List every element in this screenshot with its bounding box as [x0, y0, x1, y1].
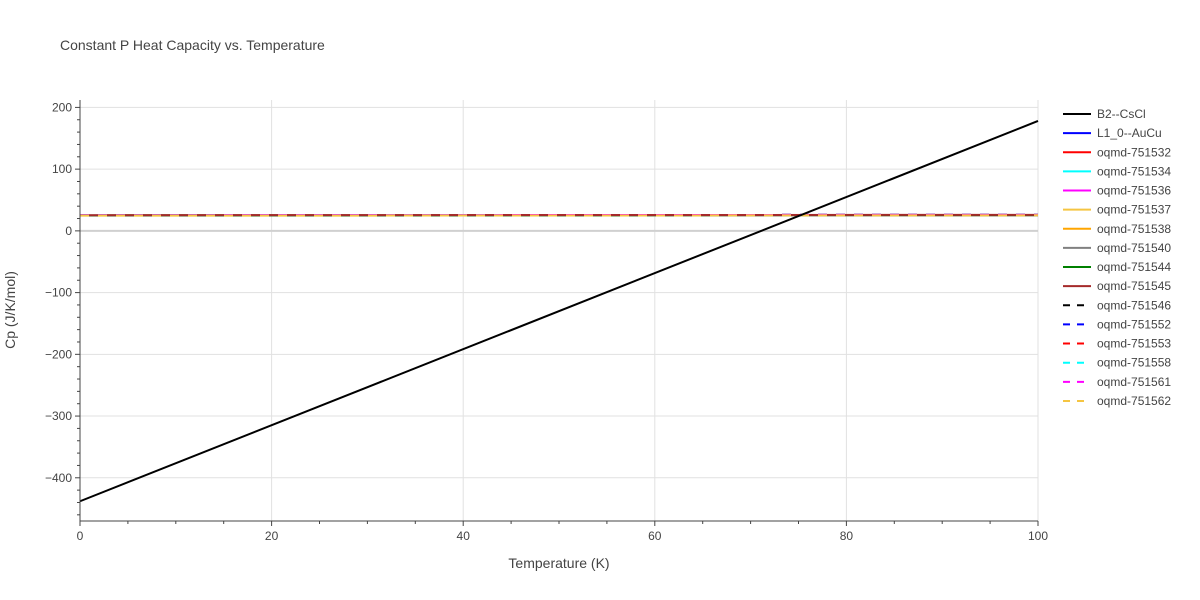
- legend-label: oqmd-751536: [1097, 184, 1171, 198]
- x-tick-label: 40: [457, 529, 471, 543]
- legend-label: oqmd-751552: [1097, 317, 1171, 331]
- legend-label: oqmd-751538: [1097, 222, 1171, 236]
- chart-title: Constant P Heat Capacity vs. Temperature: [60, 37, 325, 53]
- legend-label: oqmd-751544: [1097, 260, 1171, 274]
- legend-item[interactable]: oqmd-751532: [1063, 145, 1171, 159]
- x-axis-title: Temperature (K): [508, 555, 609, 571]
- x-tick-label: 60: [648, 529, 662, 543]
- legend-item[interactable]: oqmd-751540: [1063, 241, 1171, 255]
- legend-label: oqmd-751558: [1097, 356, 1171, 370]
- legend-label: oqmd-751561: [1097, 375, 1171, 389]
- x-tick-label: 80: [840, 529, 854, 543]
- legend-label: oqmd-751534: [1097, 164, 1171, 178]
- legend-item[interactable]: oqmd-751536: [1063, 184, 1171, 198]
- y-tick-label: −100: [45, 286, 72, 300]
- legend-item[interactable]: oqmd-751552: [1063, 317, 1171, 331]
- legend-label: oqmd-751532: [1097, 145, 1171, 159]
- legend-item[interactable]: oqmd-751561: [1063, 375, 1171, 389]
- legend-label: oqmd-751546: [1097, 298, 1171, 312]
- x-tick-label: 0: [77, 529, 84, 543]
- y-tick-label: −200: [45, 347, 72, 361]
- legend-item[interactable]: oqmd-751545: [1063, 279, 1171, 293]
- legend-item[interactable]: oqmd-751544: [1063, 260, 1171, 274]
- legend-item[interactable]: oqmd-751537: [1063, 203, 1171, 217]
- legend-label: oqmd-751562: [1097, 394, 1171, 408]
- legend-item[interactable]: L1_0--AuCu: [1063, 126, 1162, 140]
- tick-labels: 0 20 40 60 80 100 200 100 0 −100 −200 −300 −400: [45, 100, 1048, 543]
- legend-item[interactable]: oqmd-751558: [1063, 356, 1171, 370]
- legend-item[interactable]: oqmd-751538: [1063, 222, 1171, 236]
- legend-label: B2--CsCl: [1097, 107, 1146, 121]
- y-tick-label: −300: [45, 409, 72, 423]
- legend-item[interactable]: oqmd-751562: [1063, 394, 1171, 408]
- legend-item[interactable]: oqmd-751553: [1063, 337, 1171, 351]
- legend[interactable]: B2--CsCl L1_0--AuCu oqmd-751532 oqmd-751534…: [1063, 107, 1171, 408]
- legend-item[interactable]: oqmd-751534: [1063, 164, 1171, 178]
- x-tick-label: 100: [1028, 529, 1048, 543]
- x-tick-label: 20: [265, 529, 279, 543]
- legend-item[interactable]: oqmd-751546: [1063, 298, 1171, 312]
- y-tick-label: 200: [52, 100, 72, 114]
- legend-item[interactable]: B2--CsCl: [1063, 107, 1146, 121]
- legend-label: oqmd-751553: [1097, 337, 1171, 351]
- series-lines: [79, 120, 1039, 503]
- legend-label: oqmd-751545: [1097, 279, 1171, 293]
- grid: [80, 100, 1039, 521]
- y-axis-title: Cp (J/K/mol): [2, 271, 18, 349]
- legend-label: L1_0--AuCu: [1097, 126, 1162, 140]
- y-tick-label: 0: [65, 224, 72, 238]
- y-tick-label: −400: [45, 471, 72, 485]
- y-tick-label: 100: [52, 162, 72, 176]
- legend-label: oqmd-751537: [1097, 203, 1171, 217]
- axes: [75, 100, 1039, 526]
- series-line: [79, 120, 1039, 503]
- legend-label: oqmd-751540: [1097, 241, 1171, 255]
